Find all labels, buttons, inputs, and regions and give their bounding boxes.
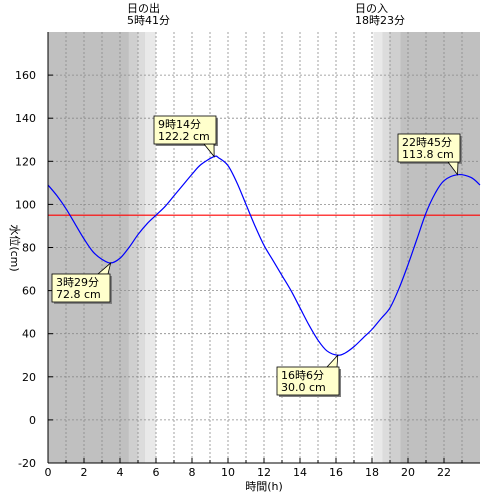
y-tick-label: 40 xyxy=(22,328,36,341)
tide-series-line xyxy=(47,155,481,356)
twilight-band xyxy=(389,32,401,463)
y-tick-label: -20 xyxy=(18,457,36,470)
x-tick-label: 18 xyxy=(365,466,379,479)
sun-times: 日の出 5時41分 日の入 18時23分 xyxy=(127,1,405,27)
callout-box xyxy=(276,366,340,396)
x-tick-label: 4 xyxy=(117,466,124,479)
x-tick-label: 10 xyxy=(221,466,235,479)
x-tick-label: 12 xyxy=(257,466,271,479)
y-axis-title: 水位(cm) xyxy=(8,224,22,271)
sunset-time: 18時23分 xyxy=(355,14,405,27)
sunrise-label: 日の出 xyxy=(127,1,160,15)
y-tick-label: 20 xyxy=(22,371,36,384)
axes: 0 2 4 6 8 10 12 14 16 18 20 22 -20 0 20 40 60 80 100 120 140… xyxy=(15,32,480,479)
y-tick-label: 80 xyxy=(22,242,36,255)
x-tick-label: 14 xyxy=(293,466,307,479)
twilight-band xyxy=(382,32,390,463)
callout-box xyxy=(51,273,111,303)
sunset-label: 日の入 xyxy=(355,2,388,15)
sunrise-time: 5時41分 xyxy=(127,14,170,27)
y-tick-label: 100 xyxy=(15,198,36,211)
callout-time: 9時14分 xyxy=(158,118,201,131)
callout-level: 72.8 cm xyxy=(56,288,101,301)
x-tick-label: 6 xyxy=(153,466,160,479)
y-tick-label: 140 xyxy=(15,112,36,125)
y-tick-label: 60 xyxy=(22,285,36,298)
x-tick-label: 8 xyxy=(189,466,196,479)
callout-box xyxy=(397,133,461,163)
y-tick-label: 160 xyxy=(15,69,36,82)
callout-level: 113.8 cm xyxy=(402,148,454,161)
x-tick-label: 16 xyxy=(329,466,343,479)
callout-time: 16時6分 xyxy=(281,369,324,382)
x-axis-title: 時間(h) xyxy=(245,480,283,493)
callout-time: 3時29分 xyxy=(56,276,99,289)
grid xyxy=(48,32,480,463)
series xyxy=(47,155,481,356)
twilight-band xyxy=(144,32,156,463)
y-tick-label: 0 xyxy=(29,414,36,427)
callout-level: 30.0 cm xyxy=(281,381,326,394)
x-tick-label: 2 xyxy=(81,466,88,479)
y-tick-label: 120 xyxy=(15,155,36,168)
x-tick-label: 22 xyxy=(437,466,451,479)
callout-level: 122.2 cm xyxy=(158,130,210,143)
x-tick-label: 20 xyxy=(401,466,415,479)
callout-box xyxy=(153,115,217,145)
x-tick-label: 0 xyxy=(45,466,52,479)
callout-time: 22時45分 xyxy=(402,136,452,149)
